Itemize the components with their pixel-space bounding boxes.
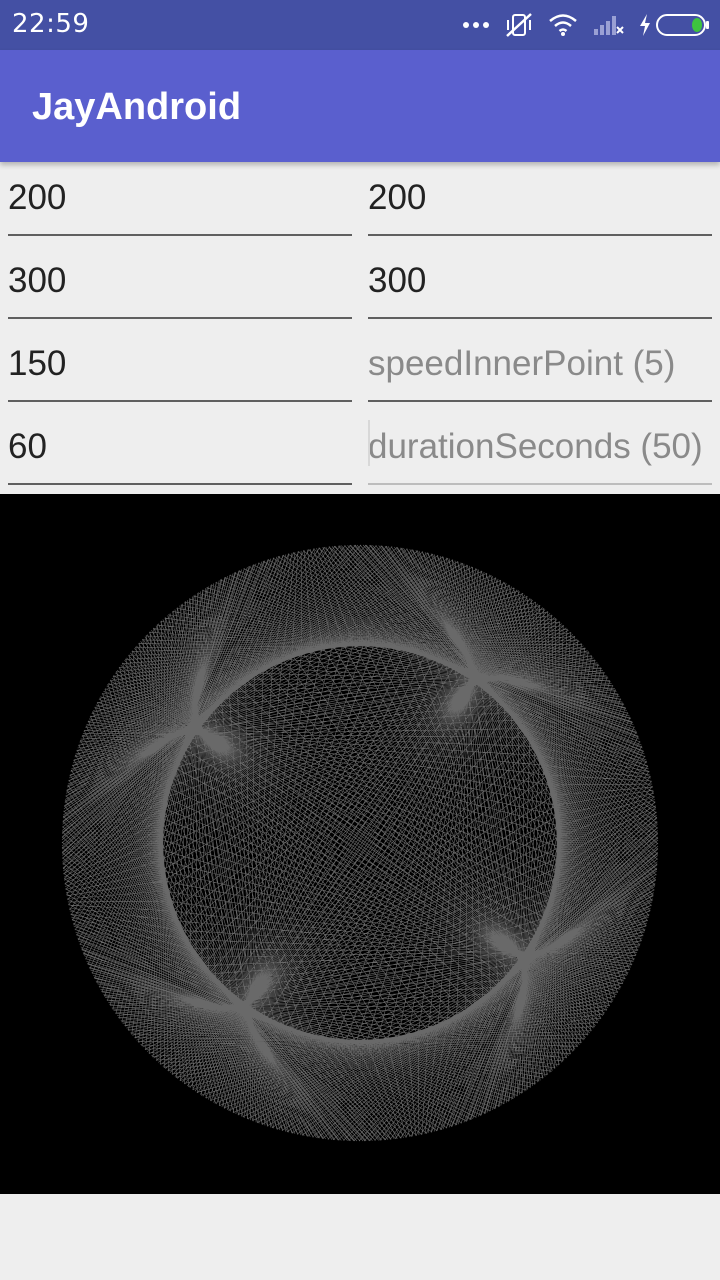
status-time: 22:59 — [12, 9, 90, 39]
drawing-canvas[interactable] — [0, 494, 720, 1194]
field-4[interactable] — [368, 245, 712, 319]
text-cursor — [368, 420, 370, 466]
app-bar: JayAndroid — [0, 50, 720, 162]
wifi-icon — [548, 13, 578, 37]
pattern-lines — [61, 544, 659, 1142]
charging-icon — [638, 13, 652, 37]
field-3[interactable] — [8, 245, 352, 319]
parameter-form — [0, 162, 720, 494]
field-2[interactable] — [368, 162, 712, 236]
field-5[interactable] — [8, 328, 352, 402]
line-pattern — [61, 544, 659, 1142]
more-icon — [462, 20, 490, 30]
status-bar: 22:59 — [0, 0, 720, 50]
field-1[interactable] — [8, 162, 352, 236]
app-title: JayAndroid — [32, 86, 242, 128]
field-7[interactable] — [8, 411, 352, 485]
status-icons — [448, 8, 710, 42]
signal-icon — [592, 13, 624, 37]
speed-inner-point-field[interactable] — [368, 328, 712, 402]
duration-seconds-field[interactable] — [368, 411, 712, 485]
vibrate-off-icon — [504, 11, 534, 39]
battery-icon — [656, 13, 710, 37]
